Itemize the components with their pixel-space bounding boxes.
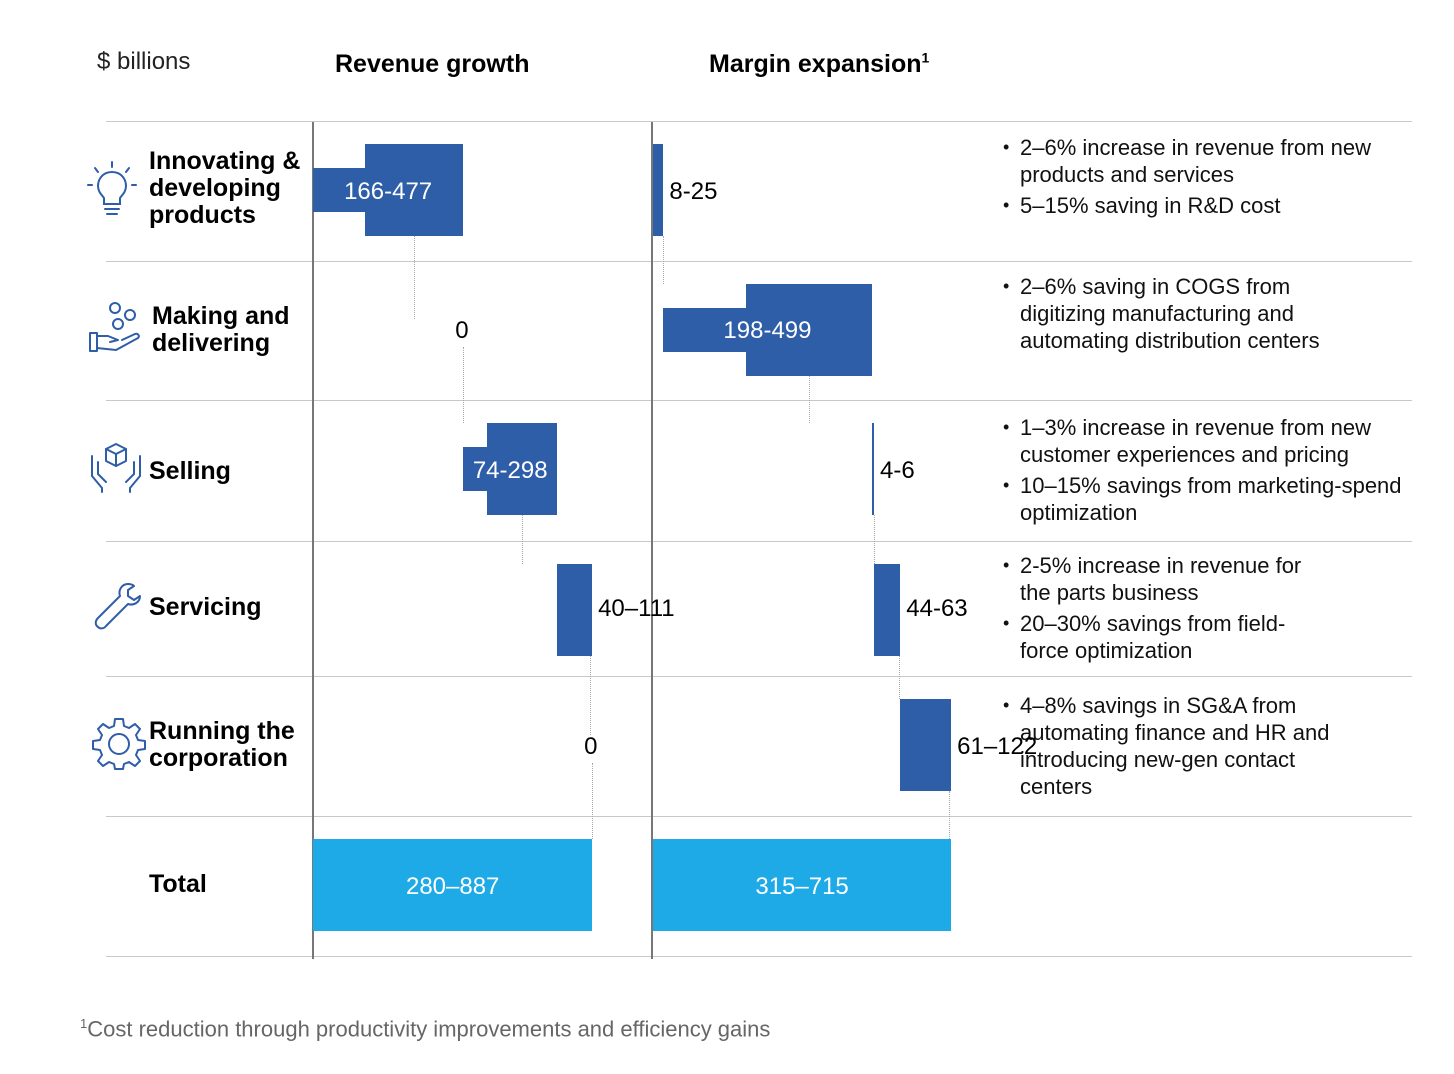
margin-value-label: 4-6 bbox=[880, 457, 915, 484]
row-label-line: Total bbox=[149, 870, 207, 898]
margin-bar bbox=[653, 839, 952, 931]
gear-icon bbox=[92, 718, 146, 770]
margin-bar bbox=[653, 144, 664, 236]
row-label-selling: Selling bbox=[149, 458, 231, 485]
footnote-marker: 1 bbox=[921, 49, 930, 66]
margin-value-label: 8-25 bbox=[669, 177, 718, 205]
revenue-bar-core bbox=[463, 447, 558, 491]
bullets-servicing: 2-5% increase in revenue for the parts b… bbox=[1003, 552, 1323, 668]
bullets-making: 2–6% saving in COGS from digitizing manu… bbox=[1003, 273, 1323, 358]
row-divider bbox=[106, 261, 1412, 262]
row-label-line: developing bbox=[149, 174, 281, 202]
bullets-innovating: 2–6% increase in revenue from new produc… bbox=[1003, 134, 1383, 223]
revenue-column-title-text: Revenue growth bbox=[335, 50, 530, 78]
revenue-connector bbox=[414, 236, 416, 319]
revenue-bar bbox=[313, 839, 593, 931]
hands-box-icon bbox=[91, 443, 141, 493]
revenue-bar bbox=[557, 564, 593, 656]
row-divider bbox=[106, 400, 1412, 401]
row-label-total: Total bbox=[149, 871, 207, 898]
row-label-line: Running the bbox=[149, 717, 295, 745]
row-divider bbox=[106, 816, 1412, 817]
row-label-line: Selling bbox=[149, 457, 231, 485]
row-label-line: Innovating & bbox=[149, 147, 301, 175]
margin-connector bbox=[873, 515, 875, 564]
margin-value-label: 315–715 bbox=[755, 872, 849, 900]
bullets-selling: 1–3% increase in revenue from new custom… bbox=[1003, 414, 1403, 530]
revenue-value-label: 0 bbox=[584, 732, 598, 760]
hand-coins-icon bbox=[89, 302, 140, 352]
margin-connector bbox=[662, 236, 664, 284]
row-label-line: products bbox=[149, 201, 256, 229]
lightbulb-icon bbox=[87, 161, 137, 215]
revenue-connector bbox=[521, 515, 523, 564]
footnote-mark: 1 bbox=[80, 1016, 88, 1031]
units-label: $ billions bbox=[97, 48, 191, 75]
revenue-axis-line bbox=[312, 122, 314, 959]
bullets-running: 4–8% savings in SG&A from automating fin… bbox=[1003, 692, 1348, 804]
margin-bar-core bbox=[663, 308, 872, 352]
revenue-bar-core bbox=[313, 168, 464, 212]
wrench-icon bbox=[94, 583, 141, 630]
row-label-servicing: Servicing bbox=[149, 594, 262, 621]
revenue-value-label: 0 bbox=[455, 317, 469, 344]
footnote: 1Cost reduction through productivity imp… bbox=[80, 1016, 770, 1042]
margin-value-label: 198-499 bbox=[723, 317, 812, 344]
row-divider bbox=[106, 676, 1412, 677]
bullet-item: 1–3% increase in revenue from new custom… bbox=[1003, 414, 1403, 468]
revenue-value-label: 166-477 bbox=[344, 177, 433, 205]
row-label-running: Running the corporation bbox=[149, 718, 295, 772]
revenue-value-label: 40–111 bbox=[598, 595, 675, 622]
margin-bar bbox=[874, 564, 901, 656]
revenue-value-label: 74-298 bbox=[472, 457, 548, 484]
row-divider bbox=[106, 121, 1412, 122]
footnote-text: Cost reduction through productivity impr… bbox=[87, 1016, 771, 1042]
revenue-connector bbox=[590, 656, 592, 735]
margin-connector bbox=[948, 791, 950, 839]
bullet-item: 10–15% savings from marketing-spend opti… bbox=[1003, 472, 1403, 526]
row-label-innovating: Innovating & developing products bbox=[149, 148, 300, 229]
bullet-item: 2–6% increase in revenue from new produc… bbox=[1003, 134, 1383, 188]
revenue-connector bbox=[592, 762, 594, 839]
row-label-line: delivering bbox=[152, 329, 271, 357]
margin-bar bbox=[900, 699, 952, 791]
row-label-line: corporation bbox=[149, 744, 288, 772]
margin-bar bbox=[871, 423, 874, 515]
row-divider bbox=[106, 541, 1412, 542]
margin-value-label: 61–122 bbox=[957, 732, 1038, 760]
margin-column-title-text: Margin expansion bbox=[709, 50, 922, 78]
bullet-item: 4–8% savings in SG&A from automating fin… bbox=[1003, 692, 1348, 800]
margin-connector bbox=[898, 656, 900, 699]
margin-connector bbox=[808, 376, 810, 423]
revenue-column-title: Revenue growth bbox=[335, 50, 529, 79]
bullet-item: 20–30% savings from field-force optimiza… bbox=[1003, 610, 1323, 664]
margin-column-title: Margin expansion1 bbox=[709, 50, 929, 79]
margin-axis-line bbox=[651, 122, 653, 959]
bullet-item: 2-5% increase in revenue for the parts b… bbox=[1003, 552, 1323, 606]
row-label-line: Making and bbox=[152, 302, 290, 330]
revenue-connector bbox=[463, 347, 465, 423]
row-divider bbox=[106, 956, 1412, 957]
margin-value-label: 44-63 bbox=[906, 595, 968, 622]
row-label-making: Making and delivering bbox=[152, 303, 290, 357]
row-label-line: Servicing bbox=[149, 593, 262, 621]
bullet-item: 2–6% saving in COGS from digitizing manu… bbox=[1003, 273, 1323, 354]
revenue-value-label: 280–887 bbox=[405, 872, 500, 900]
bullet-item: 5–15% saving in R&D cost bbox=[1003, 192, 1383, 219]
